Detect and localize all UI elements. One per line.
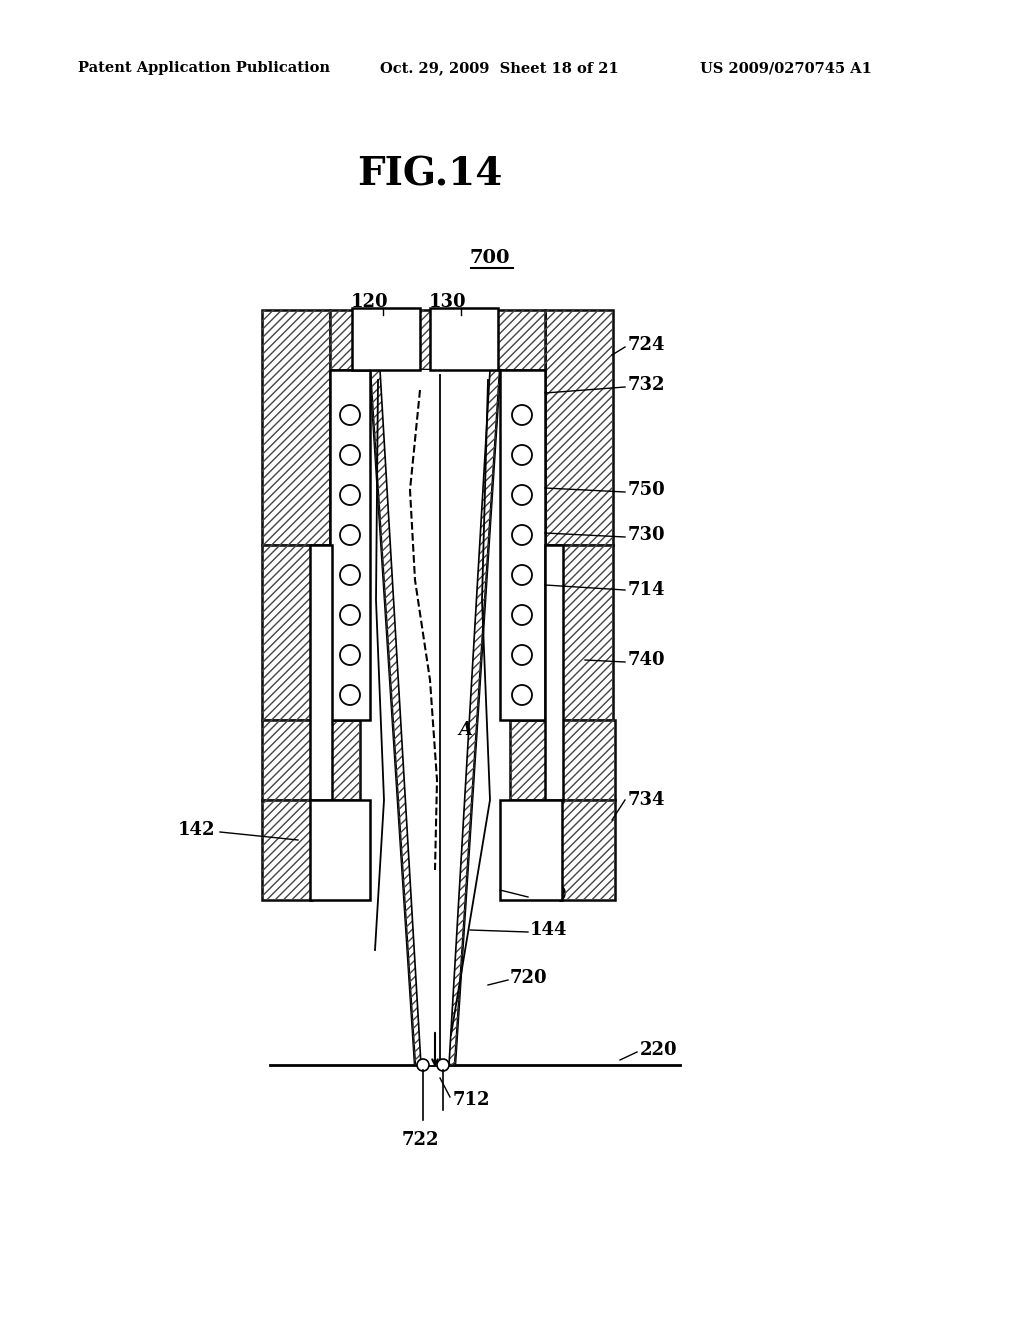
Circle shape — [417, 1059, 429, 1071]
Text: 750: 750 — [628, 480, 666, 499]
Text: FIG.14: FIG.14 — [357, 156, 503, 194]
Bar — [262, 545, 330, 719]
Circle shape — [340, 605, 360, 624]
Bar — [545, 545, 613, 719]
Bar — [545, 545, 563, 800]
Text: 730: 730 — [628, 525, 666, 544]
Text: 724: 724 — [628, 337, 666, 354]
Text: Patent Application Publication: Patent Application Publication — [78, 61, 330, 75]
Text: 120: 120 — [351, 293, 389, 312]
Bar — [500, 800, 562, 900]
Bar — [262, 719, 360, 800]
Circle shape — [340, 685, 360, 705]
Text: 714: 714 — [628, 581, 666, 599]
Bar — [330, 310, 545, 370]
Bar — [310, 800, 370, 900]
Circle shape — [340, 525, 360, 545]
Text: 220: 220 — [640, 1041, 678, 1059]
Text: 700: 700 — [470, 249, 510, 267]
Text: 146: 146 — [406, 639, 442, 657]
Bar — [262, 545, 330, 719]
Bar — [330, 370, 370, 719]
Text: 740: 740 — [628, 651, 666, 669]
Text: Oct. 29, 2009  Sheet 18 of 21: Oct. 29, 2009 Sheet 18 of 21 — [380, 61, 618, 75]
Text: 720: 720 — [510, 969, 548, 987]
Circle shape — [512, 525, 532, 545]
Text: 130: 130 — [429, 293, 467, 312]
Text: 734: 734 — [628, 791, 666, 809]
Bar — [262, 800, 312, 900]
Circle shape — [512, 645, 532, 665]
Bar — [262, 719, 360, 800]
Circle shape — [340, 405, 360, 425]
Bar — [262, 310, 330, 545]
Circle shape — [512, 685, 532, 705]
Text: 142: 142 — [177, 821, 215, 840]
Circle shape — [512, 405, 532, 425]
Bar — [352, 308, 420, 370]
Polygon shape — [370, 370, 500, 1065]
Text: 144: 144 — [530, 921, 567, 939]
Circle shape — [340, 484, 360, 506]
Text: 722: 722 — [401, 1131, 438, 1148]
Text: A: A — [458, 721, 472, 739]
Bar — [560, 800, 615, 900]
Circle shape — [512, 605, 532, 624]
Text: 732: 732 — [628, 376, 666, 393]
Polygon shape — [380, 370, 490, 1065]
Bar — [560, 800, 615, 900]
Circle shape — [340, 645, 360, 665]
Bar — [262, 800, 312, 900]
Text: 712: 712 — [453, 1092, 490, 1109]
Bar — [545, 310, 613, 545]
Text: US 2009/0270745 A1: US 2009/0270745 A1 — [700, 61, 871, 75]
Circle shape — [340, 565, 360, 585]
Bar — [510, 719, 615, 800]
Circle shape — [512, 445, 532, 465]
Circle shape — [437, 1059, 449, 1071]
Bar — [545, 545, 613, 719]
Circle shape — [512, 565, 532, 585]
Bar — [510, 719, 615, 800]
Bar — [262, 310, 330, 545]
Bar — [500, 370, 545, 719]
Bar — [330, 310, 545, 370]
Circle shape — [512, 484, 532, 506]
Bar — [310, 545, 332, 800]
Bar — [430, 308, 498, 370]
Bar — [545, 310, 613, 545]
Text: 710: 710 — [530, 886, 567, 904]
Circle shape — [340, 445, 360, 465]
